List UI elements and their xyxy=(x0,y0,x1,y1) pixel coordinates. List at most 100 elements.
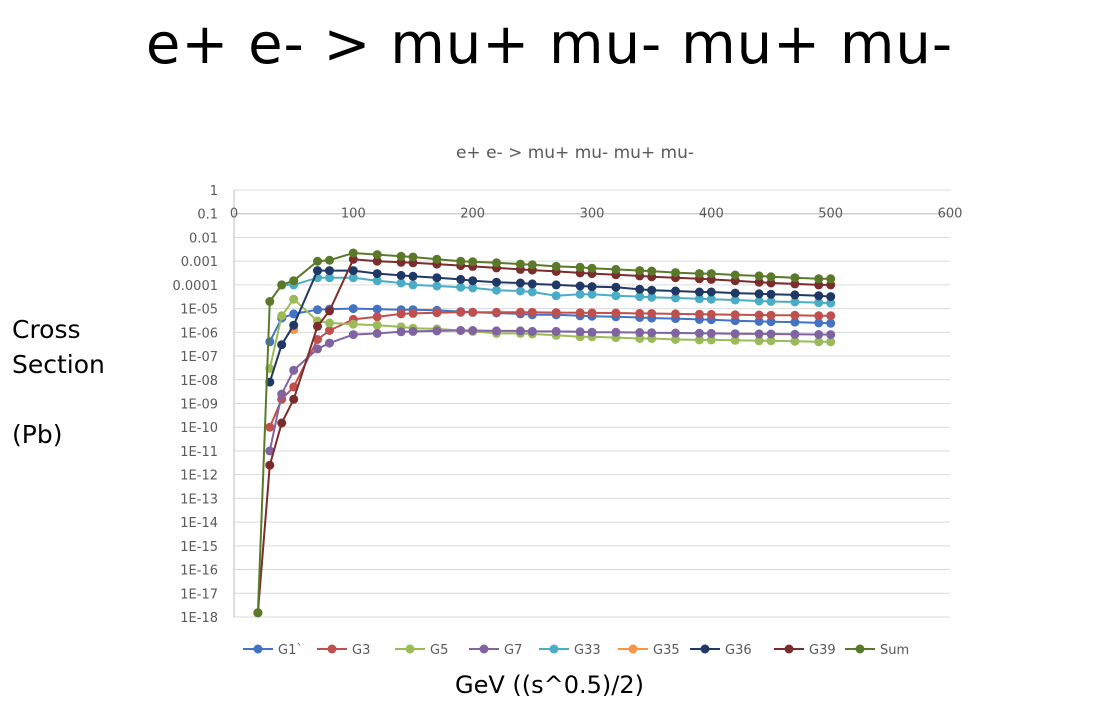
legend-marker xyxy=(405,644,415,654)
data-point xyxy=(575,289,585,299)
y-tick-label: 0.1 xyxy=(197,208,218,223)
data-point xyxy=(587,263,597,273)
data-point xyxy=(790,336,800,346)
legend-label: G3 xyxy=(352,643,370,658)
data-point xyxy=(348,248,358,258)
data-point xyxy=(754,296,764,306)
y-tick-label: 1E-14 xyxy=(180,516,218,531)
data-point xyxy=(766,336,776,346)
data-point xyxy=(372,269,382,279)
data-point xyxy=(408,308,418,318)
data-point xyxy=(325,338,334,348)
data-point xyxy=(289,294,299,304)
data-point xyxy=(289,382,299,392)
data-point xyxy=(265,460,275,470)
data-point xyxy=(814,291,824,301)
legend-item: G33 xyxy=(539,643,601,658)
data-point xyxy=(348,319,358,329)
data-point xyxy=(826,292,836,302)
data-point xyxy=(348,254,358,264)
data-point xyxy=(694,294,704,304)
data-point xyxy=(372,256,382,266)
data-point xyxy=(396,270,406,280)
data-point xyxy=(468,326,478,335)
data-point xyxy=(671,286,680,296)
data-point xyxy=(611,327,621,337)
data-point xyxy=(313,321,322,331)
legend-marker xyxy=(628,644,638,654)
y-axis-label-line-1: Cross xyxy=(12,315,81,344)
data-point xyxy=(766,329,776,339)
data-point xyxy=(325,266,334,276)
data-point xyxy=(647,292,657,302)
data-point xyxy=(766,310,776,320)
y-tick-label: 1E-09 xyxy=(180,398,218,413)
y-tick-label: 0.001 xyxy=(181,255,218,270)
data-point xyxy=(527,307,537,317)
data-point xyxy=(790,317,800,327)
y-tick-label: 1E-06 xyxy=(180,326,218,341)
data-point xyxy=(372,320,382,330)
y-tick-label: 1E-18 xyxy=(180,611,218,626)
data-point xyxy=(790,310,800,320)
data-point xyxy=(456,307,466,317)
y-tick-label: 0.0001 xyxy=(173,279,219,294)
data-point xyxy=(492,258,501,268)
series-layer xyxy=(253,248,836,618)
series-g33 xyxy=(277,273,836,308)
data-point xyxy=(611,282,621,292)
data-point xyxy=(325,273,334,283)
data-point xyxy=(372,276,382,286)
y-axis-label-line-2: Section xyxy=(12,350,105,379)
data-point xyxy=(313,305,322,315)
data-point xyxy=(325,326,334,335)
y-axis-label: Cross Section (Pb) xyxy=(12,312,105,452)
data-point xyxy=(527,326,537,336)
data-point xyxy=(826,330,836,340)
legend-label: G1` xyxy=(278,643,303,658)
data-point xyxy=(587,327,597,337)
data-point xyxy=(515,326,525,336)
data-point xyxy=(289,365,299,375)
data-point xyxy=(647,285,657,295)
data-point xyxy=(706,309,716,319)
data-point xyxy=(671,328,680,338)
data-point xyxy=(754,277,764,287)
data-point xyxy=(277,418,287,428)
data-point xyxy=(265,337,275,347)
data-point xyxy=(515,278,525,288)
data-point xyxy=(348,330,358,340)
legend-label: G33 xyxy=(574,643,601,658)
data-point xyxy=(730,288,740,298)
data-point xyxy=(492,277,501,287)
data-point xyxy=(671,293,680,303)
y-tick-label: 1E-07 xyxy=(180,350,218,365)
data-point xyxy=(730,310,740,320)
data-point xyxy=(277,389,287,399)
data-point xyxy=(372,250,382,260)
data-point xyxy=(826,298,836,308)
legend-marker xyxy=(327,644,337,654)
data-point xyxy=(706,328,716,338)
data-point xyxy=(587,308,597,318)
data-point xyxy=(408,280,418,290)
data-point xyxy=(671,335,680,344)
data-point xyxy=(790,290,800,300)
data-point xyxy=(706,269,716,279)
y-axis-label-line-4: (Pb) xyxy=(12,420,63,449)
data-point xyxy=(754,310,764,320)
data-point xyxy=(635,308,645,318)
legend-label: G39 xyxy=(809,643,836,658)
legend-item: G7 xyxy=(469,643,522,658)
data-point xyxy=(348,304,358,314)
data-point xyxy=(372,312,382,322)
data-point xyxy=(754,289,764,299)
data-point xyxy=(313,335,322,344)
data-point xyxy=(289,394,299,404)
data-point xyxy=(647,309,657,318)
data-point xyxy=(325,306,334,316)
data-point xyxy=(730,295,740,305)
data-point xyxy=(289,276,299,286)
data-point xyxy=(348,273,358,283)
